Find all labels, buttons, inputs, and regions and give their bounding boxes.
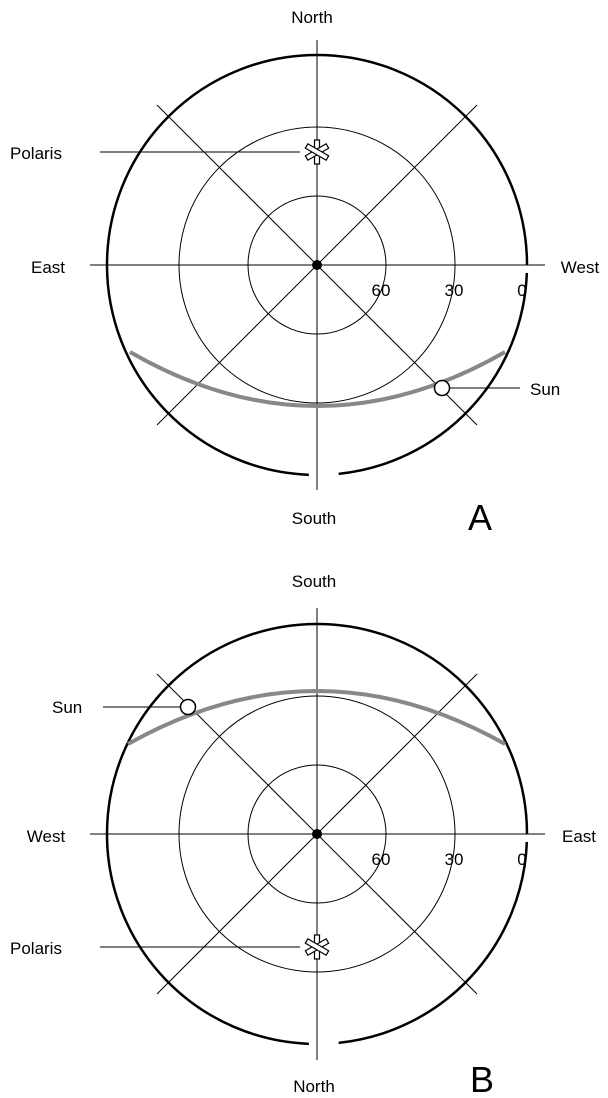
zenith-dot <box>312 829 322 839</box>
horizon-circle <box>105 264 529 477</box>
polaris-label: Polaris <box>10 144 62 163</box>
sun-label: Sun <box>52 698 82 717</box>
cardinal-right-label: East <box>562 827 596 846</box>
sun-path <box>127 689 506 746</box>
diagram-b: South North West East 60 30 0 Polaris Su… <box>10 572 596 1098</box>
altitude-label-30: 30 <box>445 850 464 869</box>
cardinal-top-label: South <box>292 572 336 591</box>
altitude-label-60: 60 <box>372 281 391 300</box>
zenith-dot <box>312 260 322 270</box>
sun-marker <box>179 698 197 716</box>
altitude-label-0: 0 <box>517 850 526 869</box>
polaris-star-icon <box>304 139 330 165</box>
cardinal-left-label: East <box>31 258 65 277</box>
sun-path <box>129 350 506 408</box>
cardinal-left-label: West <box>27 827 66 846</box>
cardinal-right-label: West <box>561 258 600 277</box>
cardinal-bottom-label: North <box>293 1077 335 1096</box>
panel-label: A <box>468 497 492 538</box>
altitude-label-60: 60 <box>372 850 391 869</box>
polaris-label: Polaris <box>10 939 62 958</box>
diagram-a: North South East West 60 30 0 Polaris Su… <box>10 8 599 538</box>
sun-label: Sun <box>530 380 560 399</box>
panel-label: B <box>470 1059 494 1098</box>
horizon-circle <box>105 833 529 1046</box>
altitude-label-30: 30 <box>445 281 464 300</box>
polaris-star-icon <box>304 934 330 960</box>
cardinal-top-label: North <box>291 8 333 27</box>
sun-marker <box>433 379 451 397</box>
altitude-label-0: 0 <box>517 281 526 300</box>
cardinal-bottom-label: South <box>292 509 336 528</box>
